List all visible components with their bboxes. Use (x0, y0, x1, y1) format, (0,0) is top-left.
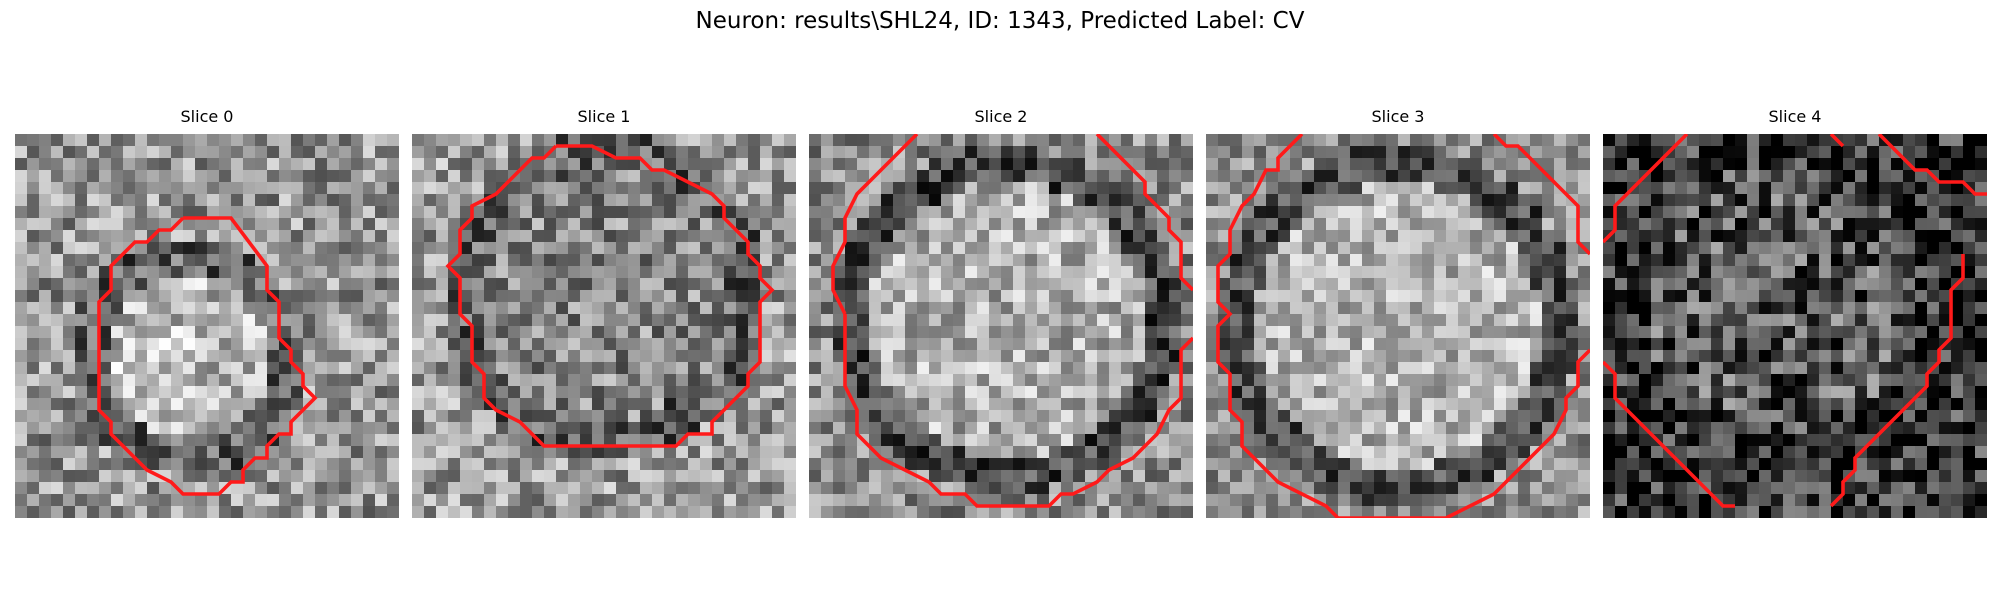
contour-line-2c (1095, 134, 1193, 292)
slice-title-1: Slice 1 (577, 107, 631, 126)
figure-title: Neuron: results\SHL24, ID: 1343, Predict… (695, 8, 1305, 34)
contour-line-4e (1829, 254, 1965, 508)
contour-line-4a (1603, 134, 1689, 244)
slice-image-2 (809, 134, 1193, 518)
contour-line-3a (1216, 134, 1590, 518)
slice-image-0 (15, 134, 399, 518)
slice-title-2: Slice 2 (974, 107, 1028, 126)
contour-line-4d (1603, 360, 1735, 508)
slice-title-4: Slice 4 (1768, 107, 1822, 126)
contour-line-4c (1877, 134, 1987, 196)
contour-line-3b (1492, 134, 1590, 256)
contour-line-2a (831, 134, 919, 315)
contour-line-4b (1829, 134, 1845, 148)
contour-line-2b (843, 314, 1193, 508)
contour-line-0 (97, 216, 318, 496)
contour-line-1 (445, 144, 775, 448)
slice-image-1 (412, 134, 796, 518)
slice-image-4 (1603, 134, 1987, 518)
slice-title-3: Slice 3 (1371, 107, 1425, 126)
slice-image-3 (1206, 134, 1590, 518)
slice-title-0: Slice 0 (180, 107, 234, 126)
